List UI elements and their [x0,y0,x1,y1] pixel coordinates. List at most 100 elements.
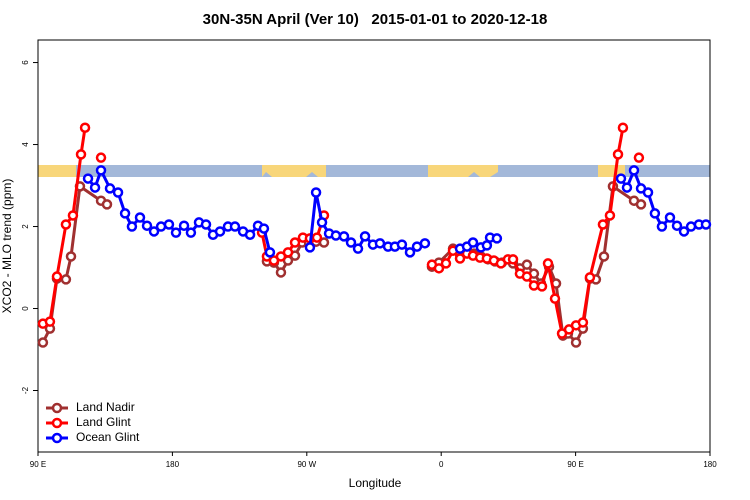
data-point [51,271,63,282]
land-band [262,165,326,177]
data-point [126,221,138,232]
data-point [330,230,342,241]
data-point [244,229,256,240]
data-point [65,251,77,262]
y-tick-label: 2 [21,224,30,229]
data-point [633,152,645,163]
data-point [359,231,371,242]
legend-label: Ocean Glint [76,430,140,444]
x-tick-label: 0 [439,460,444,469]
data-point [170,227,182,238]
data-point [570,337,582,348]
ocean-band [38,165,710,177]
data-point [649,208,661,219]
data-point [345,237,357,248]
data-point [75,149,87,160]
data-point [678,226,690,237]
data-point [141,220,153,231]
data-point [338,231,350,242]
data-point [60,274,72,285]
data-point [612,149,624,160]
data-point [433,263,445,274]
data-point [454,253,466,264]
legend-label: Land Nadir [76,400,135,414]
data-point [316,217,328,228]
data-point [642,187,654,198]
x-tick-label: 180 [703,460,717,469]
x-axis-label: Longitude [349,476,402,490]
y-tick-label: 4 [21,142,30,147]
data-point [264,247,276,258]
legend-marker [51,432,63,444]
data-point [310,187,322,198]
plot-frame [37,39,711,453]
data-point [597,219,609,230]
x-tick-label: 90 E [567,460,583,469]
data-point [491,233,503,244]
y-axis-label: XCO2 - MLO trend (ppm) [0,179,14,314]
data-point [89,182,101,193]
legend-marker [51,402,63,414]
data-point [148,226,160,237]
data-point [275,267,287,278]
data-point [282,247,294,258]
land-band [428,165,498,177]
data-point [200,219,212,230]
data-point [318,237,330,248]
data-point [178,220,190,231]
data-point [628,165,640,176]
x-tick-label: 90 E [30,460,46,469]
data-point [101,199,113,210]
land-band [38,165,76,177]
data-point [700,219,712,230]
data-point [104,183,116,194]
data-point [664,212,676,223]
y-tick-label: 0 [21,306,30,311]
data-point [549,293,561,304]
data-point [229,221,241,232]
data-point [419,238,431,249]
data-point [542,258,554,269]
data-point [67,210,79,221]
chart-title: 30N-35N April (Ver 10) 2015-01-01 to 202… [203,11,548,28]
data-point [621,182,633,193]
data-point [214,226,226,237]
data-point [44,316,56,327]
data-point [289,237,301,248]
legend-marker [51,417,63,429]
data-point [304,242,316,253]
data-point [536,281,548,292]
data-point [352,243,364,254]
y-tick-label: 6 [21,60,30,65]
x-tick-label: 90 W [297,460,316,469]
data-point [396,239,408,250]
data-point [95,165,107,176]
data-point [617,122,629,133]
data-point [615,173,627,184]
data-point [119,208,131,219]
data-point [60,219,72,230]
data-point [521,259,533,270]
data-point [604,210,616,221]
data-point [671,220,683,231]
data-point [656,221,668,232]
legend-label: Land Glint [76,415,131,429]
data-point [82,173,94,184]
data-point [584,272,596,283]
data-point [163,219,175,230]
data-point [521,271,533,282]
data-point [134,212,146,223]
data-point [95,152,107,163]
data-point [258,223,270,234]
data-point [440,258,452,269]
data-point [635,199,647,210]
data-point [404,247,416,258]
data-point [467,237,479,248]
data-point [311,232,323,243]
y-tick-label: -2 [21,386,30,394]
data-point [112,187,124,198]
data-point [374,238,386,249]
